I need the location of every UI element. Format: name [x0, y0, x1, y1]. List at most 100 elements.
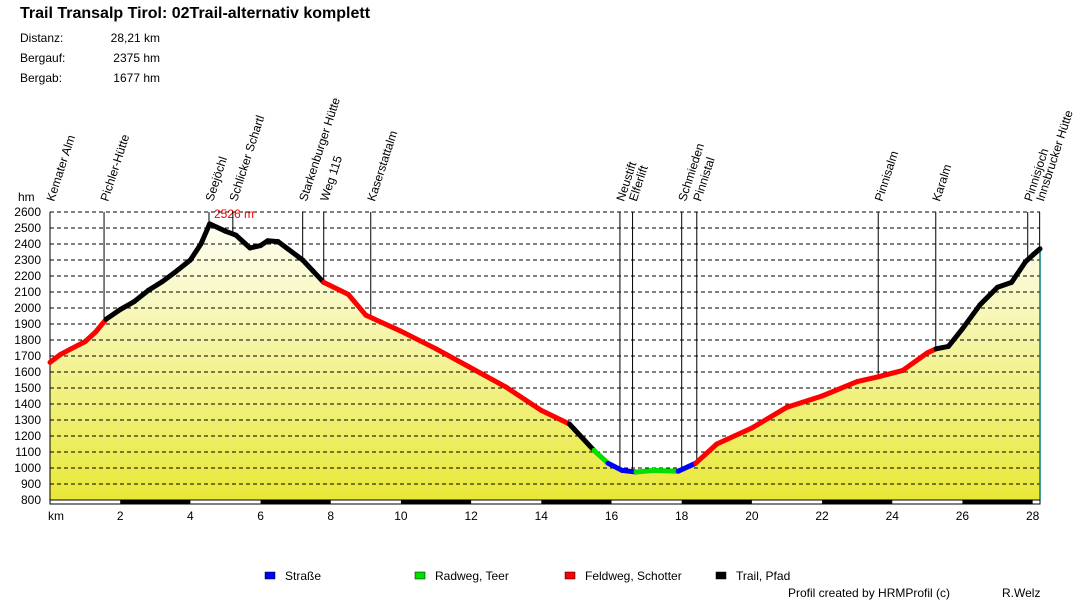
profile-segment-trail: [945, 326, 965, 349]
profile-segment-trail: [959, 302, 983, 332]
x-tick-label: 18: [675, 509, 689, 523]
profile-segment-trail: [977, 284, 1001, 308]
x-axis-bar-segment: [962, 500, 1033, 504]
x-tick-label: 26: [956, 509, 970, 523]
y-tick-label: 2400: [14, 237, 41, 251]
x-tick-label: 14: [535, 509, 549, 523]
profile-segment-strasse: [605, 460, 625, 473]
y-axis-label: hm: [18, 190, 35, 204]
y-tick-label: 1000: [14, 461, 41, 475]
max-elevation-label: 2526 m: [214, 207, 254, 221]
x-tick-label: 12: [464, 509, 478, 523]
profile-segment-trail: [103, 307, 123, 322]
y-tick-label: 2200: [14, 269, 41, 283]
y-tick-label: 1200: [14, 429, 41, 443]
x-tick-label: 24: [886, 509, 900, 523]
profile-segment-feldweg: [345, 291, 369, 318]
x-axis-bar-segment: [400, 500, 472, 504]
profile-segment-trail: [159, 268, 179, 285]
legend-swatch-trail: [715, 571, 727, 580]
profile-segment-feldweg: [875, 367, 906, 380]
profile-segment-trail: [198, 221, 213, 247]
y-tick-label: 900: [21, 477, 41, 491]
profile-area: [50, 223, 1040, 501]
y-tick-label: 2100: [14, 285, 41, 299]
y-tick-label: 1500: [14, 381, 41, 395]
profile-segment-feldweg: [854, 374, 881, 385]
x-tick-label: 2: [117, 509, 124, 523]
x-tick-label: 20: [745, 509, 759, 523]
waypoint-label: Karalm: [929, 162, 954, 202]
y-tick-label: 2600: [14, 205, 41, 219]
profile-segment-feldweg: [433, 346, 474, 371]
y-tick-label: 1400: [14, 397, 41, 411]
profile-segment-feldweg: [93, 316, 109, 335]
y-tick-label: 1300: [14, 413, 41, 427]
y-tick-label: 1100: [15, 445, 41, 459]
x-tick-label: 22: [815, 509, 829, 523]
y-tick-label: 2500: [14, 221, 41, 235]
legend-label: Feldweg, Schotter: [585, 569, 682, 583]
profile-segment-feldweg: [398, 328, 439, 352]
x-axis-bar-segment: [541, 500, 612, 504]
legend-label: Radweg, Teer: [435, 569, 509, 583]
credit-text: Profil created by HRMProfil (c): [788, 586, 950, 600]
profile-segment-feldweg: [503, 384, 544, 413]
y-tick-label: 1600: [14, 365, 41, 379]
profile-segment-trail: [233, 232, 253, 251]
profile-segment-feldweg: [68, 339, 88, 352]
profile-segment-radweg: [591, 447, 611, 466]
chart-title: Trail Transalp Tirol: 02Trail-alternativ…: [20, 5, 371, 22]
profile-segment-feldweg: [819, 379, 860, 399]
waypoint-label: Starkenburger Hütte: [296, 96, 343, 203]
legend-swatch-feldweg: [564, 571, 576, 580]
y-tick-label: 1800: [14, 333, 41, 347]
profile-segment-radweg: [633, 467, 657, 475]
profile-segment-feldweg: [538, 407, 572, 427]
x-axis-bar-segment: [681, 500, 752, 504]
profile-segment-trail: [300, 257, 316, 274]
waypoint-label: Pinnisalm: [872, 149, 901, 203]
waypoint-label: Kemater Alm: [44, 133, 79, 203]
waypoint-label: Schlicker Schartl: [226, 114, 267, 203]
stat-distance: Distanz: 28,21 km: [20, 31, 160, 45]
profile-segment-trail: [1009, 259, 1029, 285]
y-tick-label: 800: [21, 493, 41, 507]
x-tick-label: 28: [1026, 509, 1040, 523]
y-tick-label: 1900: [14, 317, 41, 331]
profile-segment-feldweg: [714, 425, 755, 447]
profile-segment-feldweg: [784, 393, 825, 410]
stat-ascent: Bergauf: 2375 hm: [20, 51, 160, 65]
legend-label: Trail, Pfad: [736, 569, 790, 583]
y-tick-label: 1700: [14, 349, 41, 363]
profile-segment-trail: [117, 299, 137, 313]
x-axis-bar-segment: [120, 500, 191, 504]
profile-segment-trail: [275, 239, 306, 263]
stat-descent: Bergab: 1677 hm: [20, 71, 160, 85]
x-axis-bar-segment: [260, 500, 331, 504]
profile-segment-feldweg: [693, 441, 720, 466]
y-tick-label: 2300: [14, 253, 41, 267]
profile-segment-trail: [173, 257, 193, 274]
author-text: R.Welz: [1002, 586, 1040, 600]
x-tick-label: 6: [257, 509, 264, 523]
profile-segment-trail: [1030, 246, 1043, 258]
profile-segment-feldweg: [468, 365, 509, 390]
profile-segment-radweg: [651, 467, 681, 474]
legend-label: Straße: [285, 569, 321, 583]
profile-segment-feldweg: [370, 315, 404, 334]
profile-segment-strasse: [675, 460, 699, 474]
waypoint-label: Seejöchl: [203, 155, 231, 203]
profile-segment-trail: [566, 421, 597, 453]
x-tick-label: 4: [187, 509, 194, 523]
profile-segment-trail: [145, 279, 165, 293]
profile-segment-trail: [310, 268, 327, 285]
waypoint-label: Kaserstattalm: [364, 129, 400, 203]
legend-swatch-radweg: [414, 571, 426, 580]
x-tick-label: 8: [327, 509, 334, 523]
x-axis-label: km: [48, 509, 64, 523]
profile-segment-feldweg: [321, 279, 351, 297]
x-tick-label: 10: [394, 509, 408, 523]
